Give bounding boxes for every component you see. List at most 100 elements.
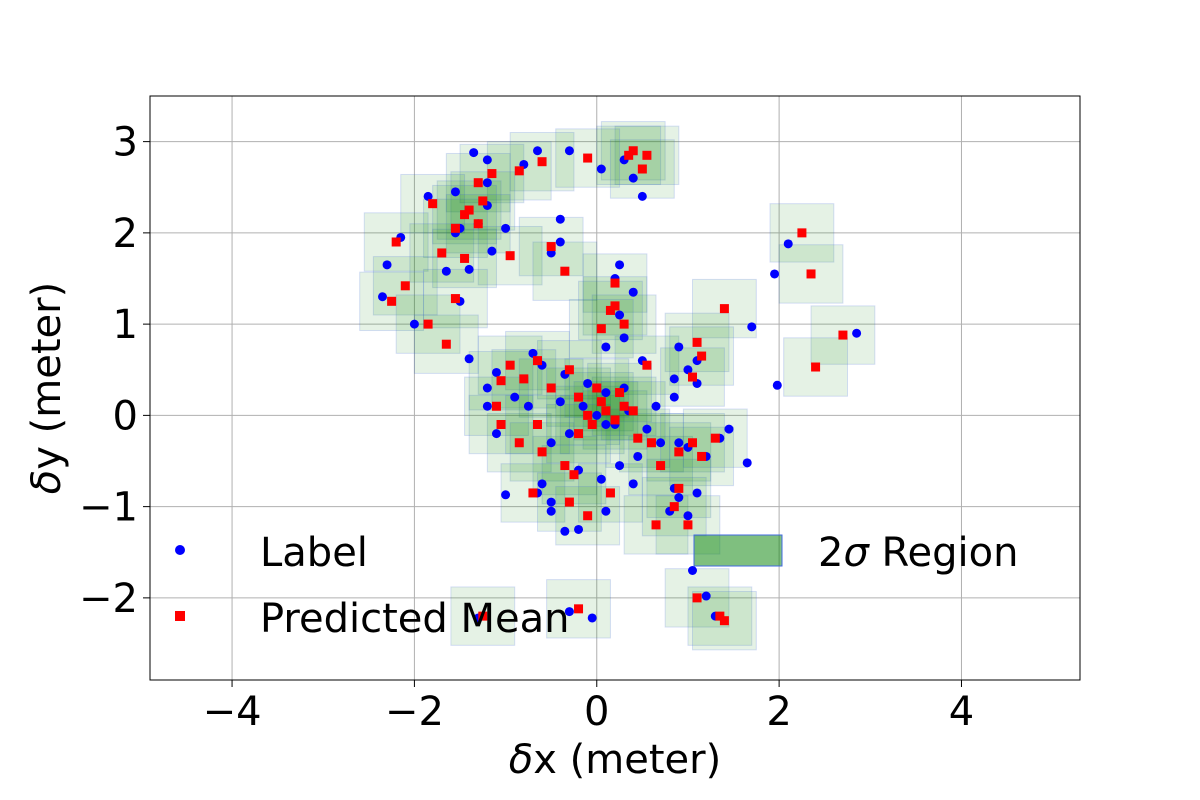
label-point bbox=[724, 424, 734, 434]
label-point bbox=[501, 223, 511, 233]
label-point bbox=[528, 348, 538, 358]
label-point bbox=[651, 401, 661, 411]
label-point bbox=[382, 260, 392, 270]
legend-label-marker bbox=[175, 545, 185, 555]
label-point bbox=[546, 497, 556, 507]
label-point bbox=[469, 148, 479, 158]
predicted-mean-point bbox=[533, 420, 542, 429]
predicted-mean-point bbox=[583, 410, 593, 420]
predicted-mean-point bbox=[450, 294, 460, 304]
label-point bbox=[592, 410, 602, 420]
sigma-region-rect bbox=[769, 203, 835, 263]
predicted-mean-point bbox=[496, 420, 506, 429]
predicted-mean-point bbox=[719, 304, 729, 314]
predicted-mean-point bbox=[838, 330, 848, 340]
label-point bbox=[533, 146, 542, 156]
predicted-mean-point bbox=[683, 520, 693, 530]
predicted-mean-point bbox=[596, 397, 606, 407]
y-axis-label: δy (meter) bbox=[24, 282, 70, 494]
predicted-mean-point bbox=[464, 205, 474, 215]
label-point bbox=[482, 178, 492, 188]
predicted-mean-point bbox=[505, 360, 515, 370]
predicted-mean-point bbox=[642, 360, 652, 370]
predicted-mean-point bbox=[651, 520, 661, 530]
predicted-mean-point bbox=[587, 420, 597, 429]
label-point bbox=[491, 367, 501, 377]
predicted-mean-point bbox=[478, 611, 488, 621]
label-point bbox=[637, 191, 647, 201]
predicted-mean-point bbox=[569, 470, 579, 480]
predicted-mean-point bbox=[806, 269, 816, 279]
predicted-mean-point bbox=[560, 266, 570, 276]
label-point bbox=[464, 354, 474, 364]
y-tick-label: −1 bbox=[79, 485, 138, 531]
x-tick-label: −4 bbox=[203, 689, 262, 735]
label-point bbox=[564, 429, 574, 439]
predicted-mean-point bbox=[811, 362, 821, 372]
predicted-mean-point bbox=[487, 169, 497, 179]
label-point bbox=[747, 322, 757, 332]
label-point bbox=[501, 490, 511, 500]
predicted-mean-point bbox=[528, 488, 538, 498]
label-point bbox=[487, 246, 497, 256]
label-point bbox=[441, 266, 451, 276]
label-series bbox=[378, 146, 862, 623]
grid-lines bbox=[150, 96, 1080, 680]
legend-mean-marker bbox=[175, 611, 185, 621]
label-point bbox=[674, 342, 684, 352]
label-point bbox=[564, 146, 574, 156]
y-tick-label: 2 bbox=[113, 211, 138, 257]
predicted-mean-point bbox=[437, 248, 447, 258]
label-point bbox=[482, 383, 492, 393]
label-point bbox=[423, 191, 433, 201]
label-point bbox=[656, 438, 666, 448]
predicted-mean-point bbox=[642, 150, 652, 160]
label-point bbox=[770, 269, 780, 279]
y-tick-label: 1 bbox=[113, 302, 138, 348]
predicted-mean-point bbox=[391, 237, 401, 247]
label-point bbox=[491, 429, 501, 439]
predicted-mean-point bbox=[797, 228, 807, 238]
predicted-mean-point bbox=[546, 383, 556, 393]
predicted-mean-point bbox=[537, 447, 547, 457]
x-tick-label: −2 bbox=[385, 689, 444, 735]
predicted-mean-point bbox=[688, 372, 697, 382]
label-point bbox=[683, 365, 693, 375]
axis-ticks: −4 −2 0 2 4 −2 −1 0 1 2 3 bbox=[79, 120, 974, 735]
label-point bbox=[450, 187, 460, 197]
label-point bbox=[596, 164, 606, 174]
label-point bbox=[583, 378, 593, 388]
predicted-mean-point bbox=[473, 219, 483, 229]
label-point bbox=[674, 438, 684, 448]
predicted-mean-point bbox=[537, 157, 547, 167]
predicted-mean-point bbox=[460, 253, 470, 263]
label-point bbox=[669, 392, 679, 402]
predicted-mean-point bbox=[423, 319, 433, 329]
predicted-mean-series bbox=[387, 146, 848, 626]
predicted-mean-point bbox=[719, 616, 729, 626]
predicted-mean-point bbox=[697, 351, 707, 361]
predicted-mean-point bbox=[619, 319, 629, 329]
predicted-mean-point bbox=[519, 374, 529, 384]
predicted-mean-point bbox=[674, 483, 684, 493]
predicted-mean-point bbox=[574, 604, 584, 614]
label-point bbox=[701, 591, 711, 601]
predicted-mean-point bbox=[583, 153, 593, 163]
predicted-mean-point bbox=[441, 339, 451, 349]
label-point bbox=[464, 264, 474, 274]
plot-area-frame bbox=[149, 95, 1081, 681]
label-point bbox=[688, 566, 697, 575]
legend-mean-text: Predicted Mean bbox=[260, 596, 569, 642]
label-point bbox=[852, 328, 862, 338]
predicted-mean-point bbox=[619, 401, 629, 411]
label-point bbox=[674, 493, 684, 502]
predicted-mean-point bbox=[505, 251, 515, 261]
label-point bbox=[772, 380, 782, 390]
label-point bbox=[615, 260, 625, 270]
label-point bbox=[742, 458, 752, 468]
label-point bbox=[537, 479, 547, 489]
label-point bbox=[482, 401, 492, 411]
label-point bbox=[587, 613, 597, 623]
predicted-mean-point bbox=[460, 210, 470, 220]
